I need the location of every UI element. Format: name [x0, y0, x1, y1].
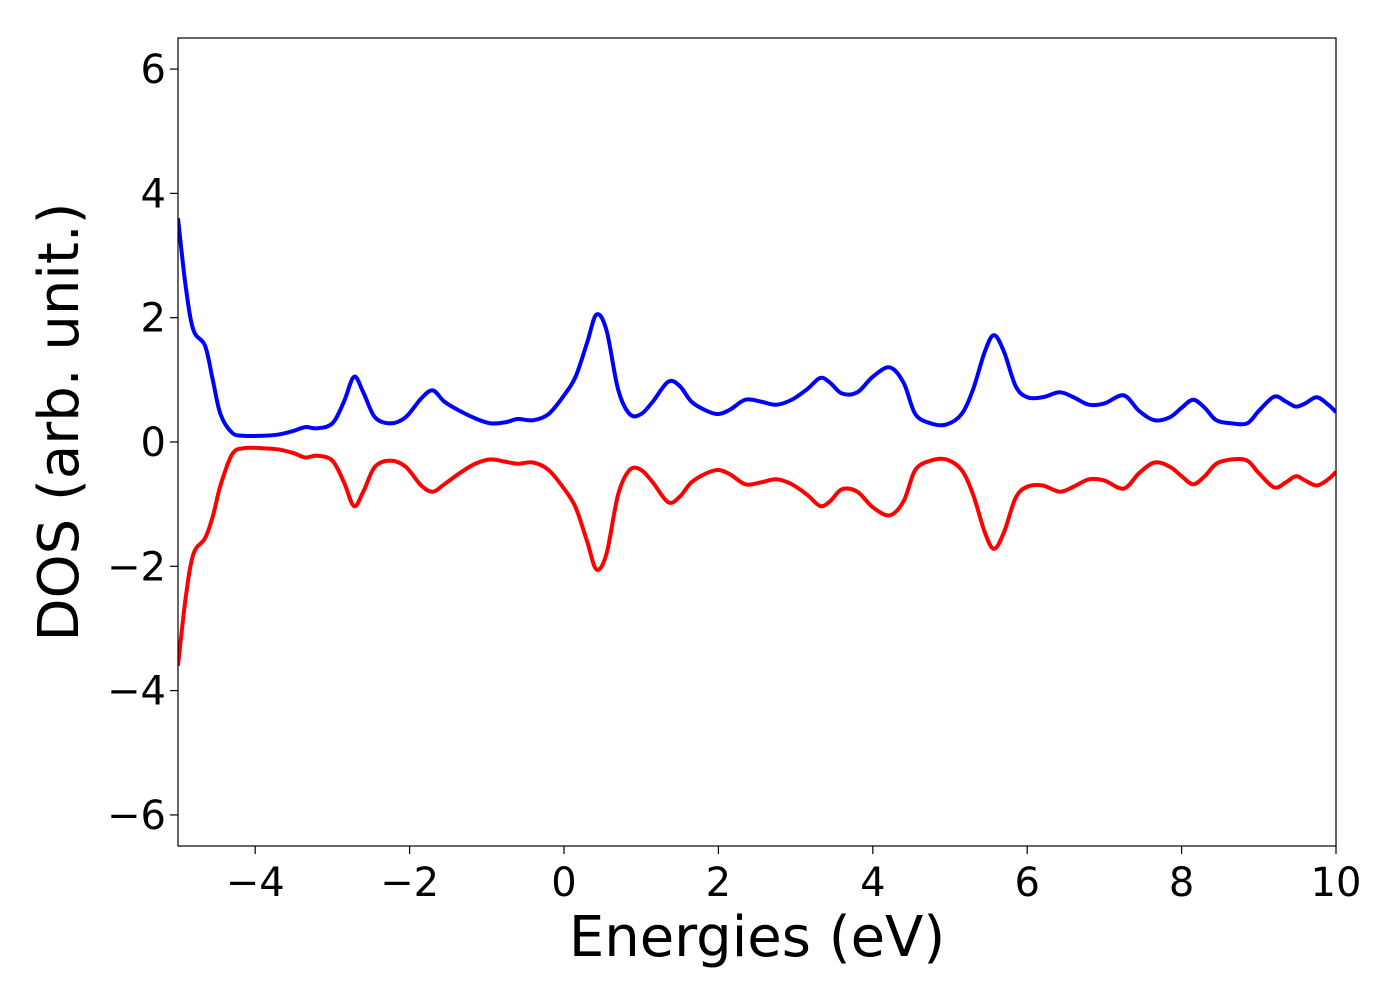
y-tick-label: 4 [141, 171, 166, 217]
y-tick-label: 6 [141, 47, 166, 93]
y-tick-label: −6 [107, 793, 166, 839]
y-tick-label: 0 [141, 420, 166, 466]
x-axis-ticks: −4 −2 0 2 4 6 8 10 [226, 846, 1362, 906]
series-layer [178, 218, 1336, 666]
y-tick-label: −2 [107, 544, 166, 590]
series-line-red [178, 445, 1336, 666]
x-axis-label: Energies (eV) [569, 905, 945, 970]
y-tick-label: −4 [107, 669, 166, 715]
x-tick-label: 6 [1014, 860, 1039, 906]
x-tick-label: −2 [380, 860, 439, 906]
x-tick-label: 0 [551, 860, 576, 906]
x-tick-label: 2 [706, 860, 731, 906]
y-axis-label: DOS (arb. unit.) [27, 202, 92, 641]
y-tick-label: 2 [141, 296, 166, 342]
x-tick-label: 4 [860, 860, 885, 906]
x-tick-label: 10 [1311, 860, 1362, 906]
x-tick-label: 8 [1169, 860, 1194, 906]
series-line-blue [178, 218, 1336, 439]
y-axis-ticks: −6 −4 −2 0 2 4 6 [107, 47, 178, 839]
x-tick-label: −4 [226, 860, 285, 906]
